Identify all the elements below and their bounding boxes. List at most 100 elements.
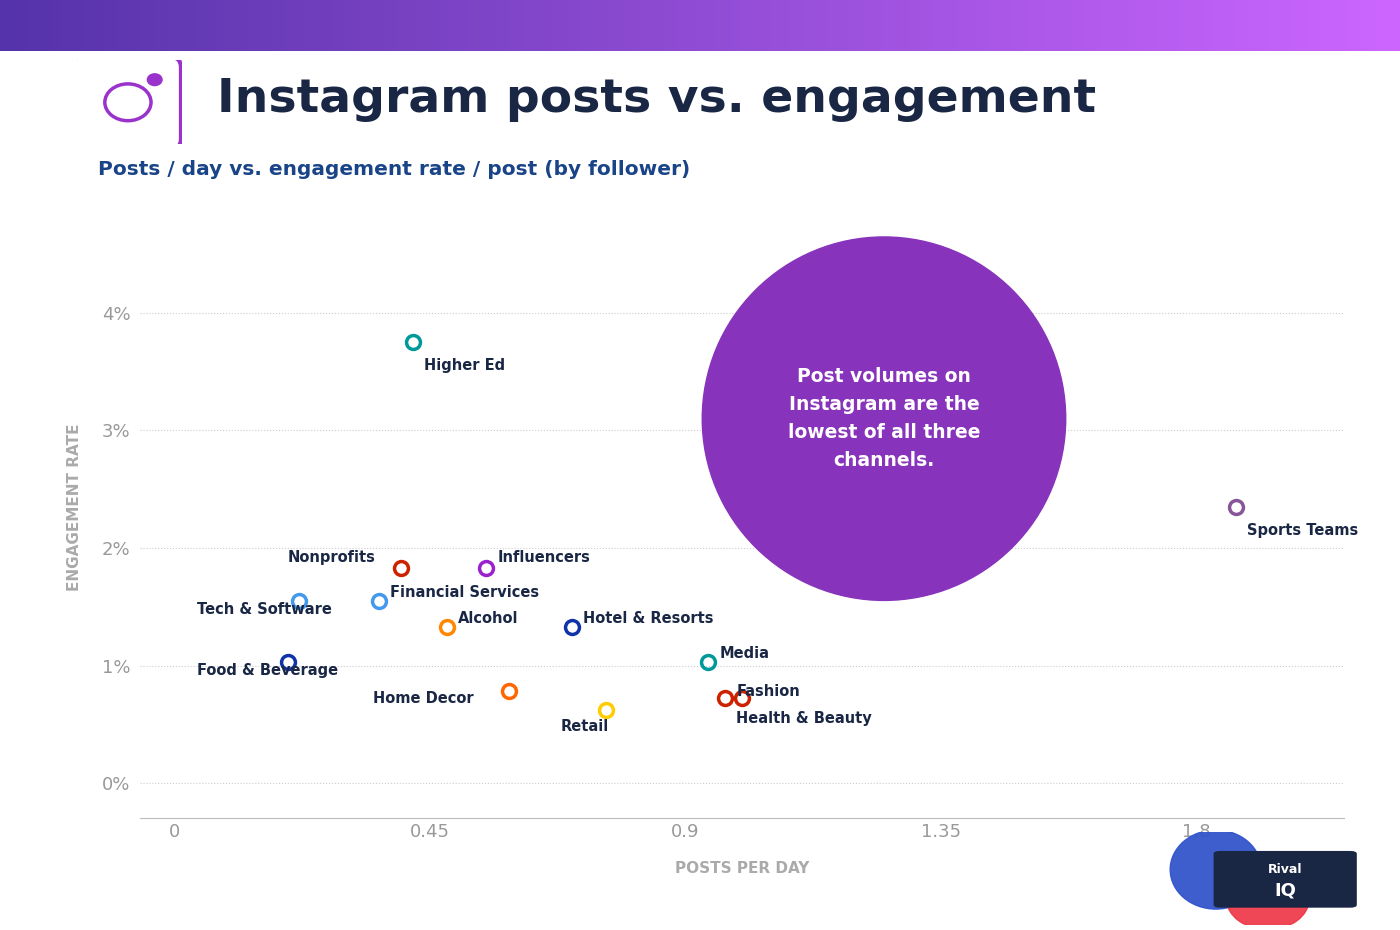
Bar: [270, 0, 277, 51]
Bar: [1144, 0, 1149, 51]
Text: Health & Beauty: Health & Beauty: [736, 711, 872, 726]
Bar: [1120, 0, 1126, 51]
Bar: [1162, 0, 1168, 51]
Text: Home Decor: Home Decor: [372, 691, 473, 706]
Bar: [546, 0, 552, 51]
Bar: [248, 0, 253, 51]
Bar: [238, 0, 244, 51]
Bar: [326, 0, 333, 51]
Bar: [1330, 0, 1336, 51]
Bar: [196, 0, 202, 51]
Bar: [508, 0, 515, 51]
Bar: [900, 0, 907, 51]
Bar: [850, 0, 855, 51]
Bar: [444, 0, 449, 51]
Bar: [976, 0, 981, 51]
Bar: [66, 0, 71, 51]
Bar: [542, 0, 547, 51]
Bar: [682, 0, 687, 51]
Bar: [1106, 0, 1112, 51]
Bar: [396, 0, 403, 51]
Bar: [290, 0, 295, 51]
Bar: [234, 0, 239, 51]
Bar: [416, 0, 421, 51]
Bar: [514, 0, 519, 51]
Bar: [14, 0, 20, 51]
Ellipse shape: [1170, 830, 1261, 910]
Bar: [466, 0, 473, 51]
Bar: [1382, 0, 1387, 51]
Bar: [1260, 0, 1266, 51]
Bar: [252, 0, 258, 51]
Bar: [588, 0, 594, 51]
Bar: [802, 0, 809, 51]
Bar: [1256, 0, 1261, 51]
Bar: [1218, 0, 1224, 51]
Text: Sports Teams: Sports Teams: [1247, 523, 1359, 538]
Bar: [1110, 0, 1117, 51]
Bar: [122, 0, 127, 51]
Text: Food & Beverage: Food & Beverage: [197, 663, 337, 678]
Bar: [984, 0, 991, 51]
Bar: [882, 0, 888, 51]
Bar: [1190, 0, 1196, 51]
Bar: [406, 0, 412, 51]
Bar: [942, 0, 949, 51]
Bar: [784, 0, 790, 51]
Bar: [578, 0, 585, 51]
Circle shape: [147, 73, 162, 86]
Bar: [718, 0, 725, 51]
Bar: [322, 0, 328, 51]
Bar: [774, 0, 781, 51]
Bar: [564, 0, 571, 51]
Bar: [812, 0, 818, 51]
Bar: [840, 0, 846, 51]
Bar: [480, 0, 487, 51]
Bar: [1298, 0, 1303, 51]
Bar: [1208, 0, 1215, 51]
Bar: [710, 0, 715, 51]
Bar: [1302, 0, 1308, 51]
Bar: [1278, 0, 1285, 51]
Bar: [998, 0, 1005, 51]
Bar: [1060, 0, 1065, 51]
Bar: [1018, 0, 1023, 51]
Bar: [780, 0, 785, 51]
Bar: [1176, 0, 1182, 51]
Bar: [84, 0, 90, 51]
Bar: [886, 0, 893, 51]
Bar: [1312, 0, 1317, 51]
Bar: [280, 0, 286, 51]
Bar: [1082, 0, 1089, 51]
Bar: [448, 0, 454, 51]
Bar: [924, 0, 930, 51]
Bar: [130, 0, 137, 51]
Bar: [388, 0, 393, 51]
Bar: [10, 0, 15, 51]
Bar: [340, 0, 347, 51]
Bar: [952, 0, 958, 51]
Bar: [228, 0, 235, 51]
Bar: [276, 0, 281, 51]
Bar: [1152, 0, 1159, 51]
Bar: [438, 0, 445, 51]
Bar: [892, 0, 897, 51]
Bar: [980, 0, 986, 51]
Bar: [1004, 0, 1009, 51]
Bar: [32, 0, 39, 51]
Bar: [1376, 0, 1383, 51]
Bar: [724, 0, 729, 51]
Bar: [606, 0, 613, 51]
Text: Tech & Software: Tech & Software: [197, 602, 332, 617]
Bar: [0, 0, 6, 51]
Bar: [1116, 0, 1121, 51]
Bar: [242, 0, 249, 51]
Bar: [424, 0, 431, 51]
Bar: [1236, 0, 1243, 51]
Bar: [1172, 0, 1177, 51]
Bar: [914, 0, 921, 51]
Text: IQ: IQ: [1274, 882, 1296, 900]
Bar: [60, 0, 67, 51]
Bar: [696, 0, 701, 51]
Bar: [1334, 0, 1341, 51]
